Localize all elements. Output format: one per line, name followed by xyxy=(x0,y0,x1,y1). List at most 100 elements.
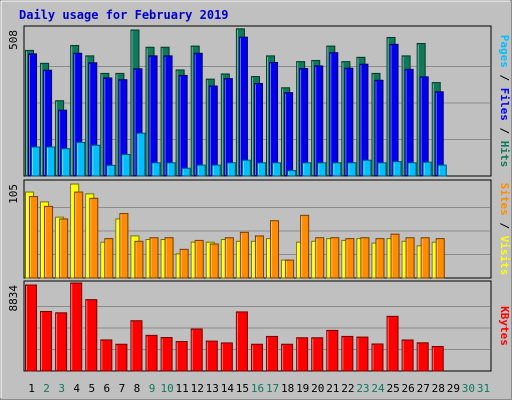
x-tick-label-8: 8 xyxy=(134,382,141,395)
bar-sites-day-12 xyxy=(194,239,204,279)
bar-pages-day-1 xyxy=(31,146,40,177)
x-tick-label-30: 30 xyxy=(462,382,475,395)
bar-sites-day-5 xyxy=(89,197,99,279)
bar-sites-day-11 xyxy=(179,248,189,279)
bar-pages-day-5 xyxy=(91,144,101,177)
bar-kbytes-day-16 xyxy=(250,343,263,372)
bar-sites-day-18 xyxy=(285,259,295,279)
x-tick-label-23: 23 xyxy=(356,382,369,395)
bar-sites-day-10 xyxy=(164,237,174,279)
bar-sites-day-20 xyxy=(315,237,325,279)
bar-kbytes-day-6 xyxy=(100,339,113,372)
bar-pages-day-21 xyxy=(332,162,342,177)
bar-sites-day-28 xyxy=(435,238,445,279)
bar-sites-day-26 xyxy=(405,237,415,279)
legend-entry-visits: Visits xyxy=(498,236,511,276)
bar-sites-day-24 xyxy=(375,238,385,279)
legend-middle: Sites / Visits xyxy=(498,183,511,276)
x-tick-label-26: 26 xyxy=(402,382,415,395)
legend-entry-pages: Pages xyxy=(498,35,511,68)
x-tick-label-16: 16 xyxy=(251,382,264,395)
bar-pages-day-2 xyxy=(46,146,56,177)
bar-pages-day-11 xyxy=(181,167,191,177)
bar-sites-day-14 xyxy=(224,237,234,279)
x-tick-label-20: 20 xyxy=(311,382,324,395)
x-tick-label-29: 29 xyxy=(447,382,460,395)
bar-kbytes-day-28 xyxy=(431,345,444,372)
legend-separator: / xyxy=(498,121,511,141)
legend-entry-sites: Sites xyxy=(498,183,511,216)
bar-kbytes-day-2 xyxy=(40,310,53,372)
bar-kbytes-day-10 xyxy=(160,337,173,372)
bar-pages-day-7 xyxy=(121,153,131,177)
x-tick-label-17: 17 xyxy=(266,382,279,395)
bar-sites-day-21 xyxy=(330,237,340,279)
bar-pages-day-18 xyxy=(287,170,297,177)
bar-kbytes-day-24 xyxy=(371,343,384,372)
x-tick-label-13: 13 xyxy=(206,382,219,395)
bar-pages-day-19 xyxy=(302,162,312,177)
bar-kbytes-day-17 xyxy=(266,335,279,372)
bar-kbytes-day-25 xyxy=(386,315,399,372)
bar-pages-day-4 xyxy=(76,141,86,177)
bar-pages-day-13 xyxy=(211,164,221,177)
bar-sites-day-1 xyxy=(29,196,38,279)
x-tick-label-14: 14 xyxy=(221,382,235,395)
legend-top: Pages / Files / Hits xyxy=(498,35,511,168)
bar-sites-day-23 xyxy=(360,237,370,279)
bar-pages-day-6 xyxy=(106,164,116,177)
bar-kbytes-day-18 xyxy=(281,343,294,372)
bar-sites-day-16 xyxy=(254,235,264,279)
bar-kbytes-day-4 xyxy=(70,282,83,372)
bar-sites-day-25 xyxy=(390,233,400,279)
bar-sites-day-4 xyxy=(74,191,84,279)
bar-kbytes-day-23 xyxy=(356,336,369,372)
x-tick-label-19: 19 xyxy=(296,382,309,395)
bar-kbytes-day-20 xyxy=(311,337,324,372)
legend-entry-files: Files xyxy=(498,88,511,121)
ymax-label-middle: 105 xyxy=(7,184,20,204)
bar-pages-day-27 xyxy=(422,161,432,177)
x-tick-label-31: 31 xyxy=(477,382,490,395)
bar-pages-day-20 xyxy=(317,162,327,177)
bar-pages-day-3 xyxy=(61,148,71,177)
bar-pages-day-8 xyxy=(136,132,146,177)
x-tick-label-15: 15 xyxy=(236,382,249,395)
bar-kbytes-day-3 xyxy=(55,312,68,372)
x-tick-label-12: 12 xyxy=(191,382,204,395)
bar-kbytes-day-11 xyxy=(175,341,188,372)
bar-kbytes-day-5 xyxy=(85,299,98,372)
bar-pages-day-10 xyxy=(166,162,176,177)
x-tick-label-25: 25 xyxy=(386,382,399,395)
bar-kbytes-day-21 xyxy=(326,329,339,372)
x-tick-label-28: 28 xyxy=(432,382,445,395)
bar-sites-day-2 xyxy=(44,205,54,279)
bar-pages-day-26 xyxy=(407,162,417,177)
bar-sites-day-7 xyxy=(119,213,129,279)
bar-kbytes-day-9 xyxy=(145,334,158,372)
bar-sites-day-3 xyxy=(59,218,69,279)
bar-pages-day-16 xyxy=(256,162,266,177)
bar-kbytes-day-26 xyxy=(401,339,414,372)
x-tick-label-18: 18 xyxy=(281,382,294,395)
bar-sites-day-13 xyxy=(209,243,219,279)
bar-sites-day-8 xyxy=(134,240,144,279)
bar-sites-day-6 xyxy=(104,238,114,279)
bar-sites-day-27 xyxy=(420,237,430,279)
bar-sites-day-15 xyxy=(239,231,249,279)
bar-sites-day-19 xyxy=(300,214,310,279)
bar-kbytes-day-12 xyxy=(190,328,203,372)
ymax-label-top: 508 xyxy=(7,30,20,50)
bar-kbytes-day-14 xyxy=(220,342,233,372)
legend-separator: / xyxy=(498,68,511,88)
x-tick-label-11: 11 xyxy=(176,382,189,395)
bar-kbytes-day-13 xyxy=(205,340,218,372)
legend-separator: / xyxy=(498,216,511,236)
bar-sites-day-22 xyxy=(345,238,355,279)
x-tick-label-22: 22 xyxy=(341,382,354,395)
bar-pages-day-24 xyxy=(377,162,387,177)
x-tick-label-2: 2 xyxy=(43,382,50,395)
x-tick-label-27: 27 xyxy=(417,382,430,395)
bar-kbytes-day-22 xyxy=(341,335,354,372)
